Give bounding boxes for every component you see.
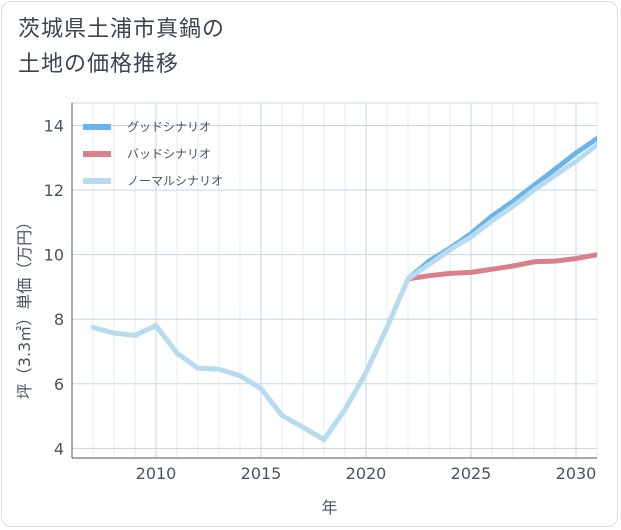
x-tick-label: 2015	[241, 464, 282, 483]
y-tick-label: 6	[54, 375, 64, 394]
y-tick-label: 10	[44, 246, 64, 265]
x-tick-label: 2025	[451, 464, 492, 483]
legend-label: ノーマルシナリオ	[127, 174, 223, 188]
y-tick-label: 14	[44, 117, 64, 136]
legend-item-3[interactable]: ノーマルシナリオ	[83, 174, 223, 188]
series-line-3	[90, 142, 597, 443]
x-tick-label: 2010	[136, 464, 177, 483]
y-axis-label: 坪（3.3㎡）単価（万円）	[15, 214, 34, 399]
series-line-2	[405, 252, 597, 282]
x-axis-label: 年	[321, 498, 337, 517]
y-tick-label: 12	[44, 181, 64, 200]
legend-label: バッドシナリオ	[127, 147, 211, 161]
chart-grid	[71, 102, 598, 459]
legend-item-1[interactable]: グッドシナリオ	[83, 120, 211, 134]
chart-title-line2: 土地の価格推移	[18, 52, 180, 77]
legend-label: グッドシナリオ	[127, 120, 211, 134]
legend-item-2[interactable]: バッドシナリオ	[83, 147, 211, 161]
chart-title: 茨城県土浦市真鍋の 土地の価格推移	[18, 12, 225, 82]
chart-title-line1: 茨城県土浦市真鍋の	[18, 17, 226, 42]
y-tick-label: 4	[54, 439, 64, 458]
y-tick-label: 8	[54, 310, 64, 329]
chart-series-lines	[90, 136, 597, 443]
chart-tick-labels: 2010 2015 2020 2025 2030 4 6 8 10 12 14	[44, 117, 597, 483]
x-tick-label: 2030	[556, 464, 597, 483]
x-tick-label: 2020	[346, 464, 387, 483]
